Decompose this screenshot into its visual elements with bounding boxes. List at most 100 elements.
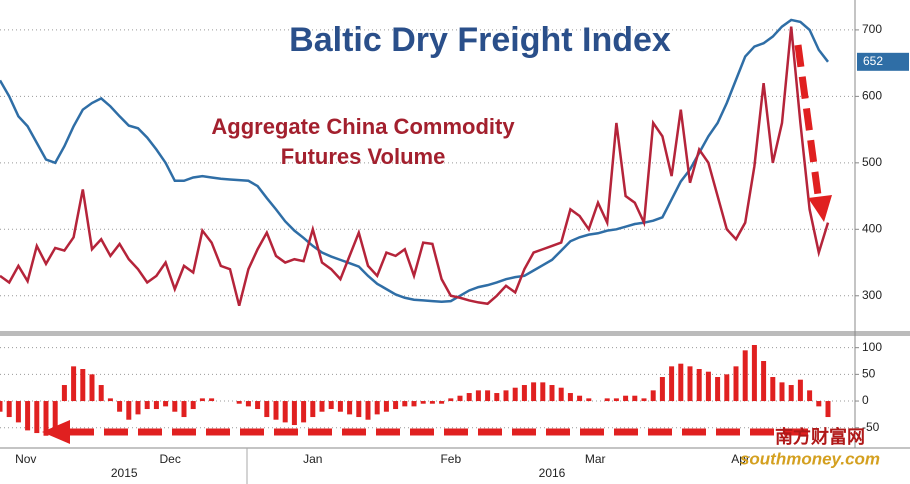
bar bbox=[429, 401, 435, 404]
bar bbox=[705, 371, 711, 402]
bar bbox=[549, 385, 555, 402]
arrow-head bbox=[42, 420, 70, 444]
bar bbox=[420, 401, 426, 404]
chart-title: Baltic Dry Freight Index bbox=[289, 21, 671, 59]
bar bbox=[209, 398, 215, 402]
bar bbox=[770, 377, 776, 402]
last-value-tag bbox=[857, 52, 909, 71]
bar bbox=[282, 401, 288, 423]
y-tick-label: 300 bbox=[862, 288, 882, 302]
bar bbox=[255, 401, 261, 410]
arrows bbox=[42, 44, 832, 444]
bar bbox=[659, 377, 665, 402]
bar bbox=[61, 385, 67, 402]
bar bbox=[623, 395, 629, 402]
last-value-label: 652 bbox=[863, 54, 883, 68]
plot: 300 400 500 600 700 652 -50 0 50 100 Nov Dec Jan Feb M… bbox=[0, 18, 909, 480]
bar bbox=[245, 401, 251, 407]
bar bbox=[0, 401, 3, 412]
bar bbox=[641, 398, 647, 402]
bar bbox=[577, 395, 583, 402]
bar bbox=[724, 374, 730, 402]
bar bbox=[347, 401, 353, 415]
bar bbox=[650, 390, 656, 402]
y-tick-label: 700 bbox=[862, 22, 882, 36]
y-tick-label: -50 bbox=[862, 420, 880, 434]
bar bbox=[80, 369, 86, 402]
bar bbox=[402, 401, 408, 407]
bar bbox=[356, 401, 362, 418]
bar bbox=[825, 401, 831, 418]
bar bbox=[6, 401, 12, 418]
bar bbox=[733, 366, 739, 402]
year-label: 2016 bbox=[539, 466, 566, 480]
bar bbox=[696, 369, 702, 402]
bar bbox=[383, 401, 389, 412]
x-tick-label: Apr bbox=[731, 452, 750, 466]
bar bbox=[52, 401, 58, 428]
bar bbox=[494, 393, 500, 402]
bar bbox=[604, 398, 610, 402]
x-tick-label: Feb bbox=[440, 452, 461, 466]
annotation: Aggregate China Commodity Futures Volume bbox=[211, 114, 515, 169]
bar bbox=[144, 401, 150, 410]
bar bbox=[485, 390, 491, 402]
bar bbox=[153, 401, 159, 410]
y-tick-label: 0 bbox=[862, 393, 869, 407]
bar bbox=[328, 401, 334, 410]
bar bbox=[457, 395, 463, 402]
bar bbox=[181, 401, 187, 418]
bar bbox=[678, 363, 684, 402]
x-tick-label: Jan bbox=[303, 452, 322, 466]
bar bbox=[25, 401, 31, 431]
bar bbox=[107, 398, 113, 402]
bar bbox=[163, 401, 169, 407]
bar bbox=[669, 366, 675, 402]
bar bbox=[273, 401, 279, 420]
bar bbox=[365, 401, 371, 420]
arrow-shaft bbox=[794, 44, 822, 196]
bar bbox=[715, 377, 721, 402]
watermark-en: southmoney.com bbox=[740, 449, 880, 468]
panel-divider bbox=[0, 331, 910, 336]
bar bbox=[71, 366, 77, 402]
bar bbox=[788, 385, 794, 402]
bar bbox=[89, 374, 95, 402]
bar bbox=[264, 401, 270, 418]
y-tick-label: 400 bbox=[862, 221, 882, 235]
y-tick-label: 100 bbox=[862, 340, 882, 354]
bar bbox=[117, 401, 123, 412]
bar bbox=[687, 366, 693, 402]
bar bbox=[567, 393, 573, 402]
bar bbox=[742, 350, 748, 402]
bar bbox=[448, 398, 454, 402]
bar bbox=[98, 385, 104, 402]
arrow-head bbox=[808, 195, 832, 222]
bar bbox=[586, 398, 592, 402]
y-tick-label: 50 bbox=[862, 367, 876, 381]
bar bbox=[43, 401, 49, 436]
bar bbox=[816, 401, 822, 407]
bar bbox=[807, 390, 813, 402]
bar bbox=[779, 382, 785, 402]
bar bbox=[439, 401, 445, 404]
bar bbox=[291, 401, 297, 426]
series-line bbox=[0, 18, 829, 304]
y-tick-label: 500 bbox=[862, 155, 882, 169]
bar bbox=[337, 401, 343, 412]
y-tick-label: 600 bbox=[862, 89, 882, 103]
bar bbox=[319, 401, 325, 412]
series-line bbox=[0, 26, 830, 307]
x-tick-label: Mar bbox=[585, 452, 606, 466]
bar bbox=[761, 361, 767, 402]
bar bbox=[540, 382, 546, 402]
bar bbox=[632, 395, 638, 402]
bar bbox=[503, 390, 509, 402]
bar bbox=[797, 379, 803, 402]
bar bbox=[374, 401, 380, 415]
bar bbox=[190, 401, 196, 410]
bar bbox=[236, 401, 242, 404]
x-tick-label: Nov bbox=[15, 452, 36, 466]
year-label: 2015 bbox=[111, 466, 138, 480]
